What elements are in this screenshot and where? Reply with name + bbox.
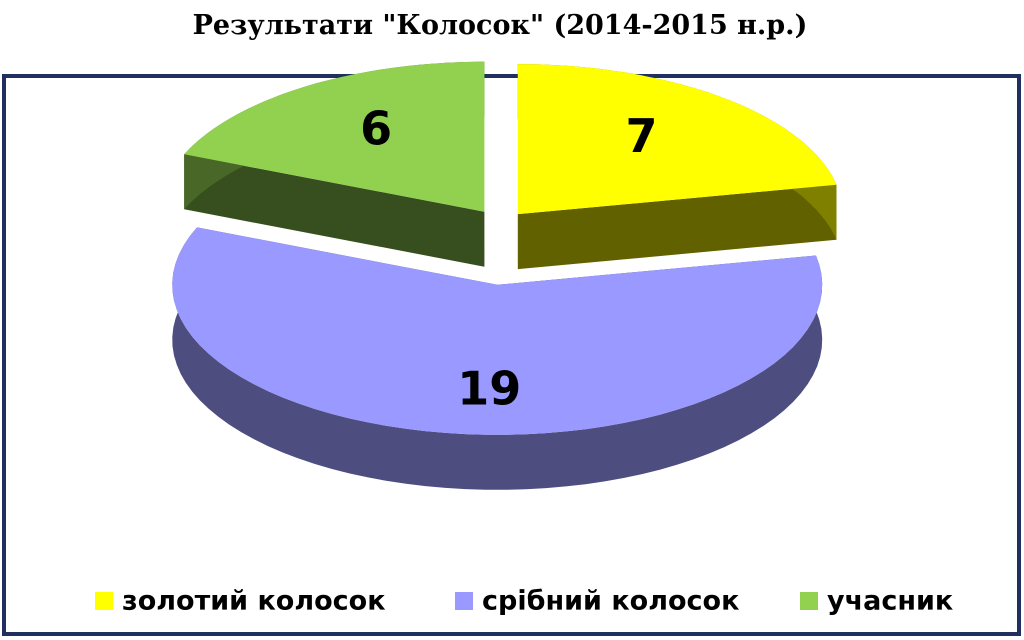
legend-label: золотий колосок	[122, 586, 386, 617]
slice-wall	[172, 227, 823, 490]
legend-swatch	[800, 592, 818, 610]
slice-top	[184, 61, 485, 212]
legend-label: учасник	[827, 586, 953, 617]
data-label: 6	[360, 101, 392, 155]
data-label: 19	[457, 362, 521, 416]
legend-swatch	[95, 592, 113, 610]
slice-side	[517, 184, 837, 270]
chart-title: Результати "Колосок" (2014-2015 н.р.)	[193, 10, 808, 41]
slice-side	[184, 154, 485, 267]
data-label: 7	[625, 109, 657, 163]
legend-swatch	[455, 592, 473, 610]
slice-top	[172, 227, 823, 435]
slice-top	[517, 64, 837, 215]
chart-frame	[2, 74, 1021, 636]
legend-label: срібний колосок	[482, 586, 739, 617]
